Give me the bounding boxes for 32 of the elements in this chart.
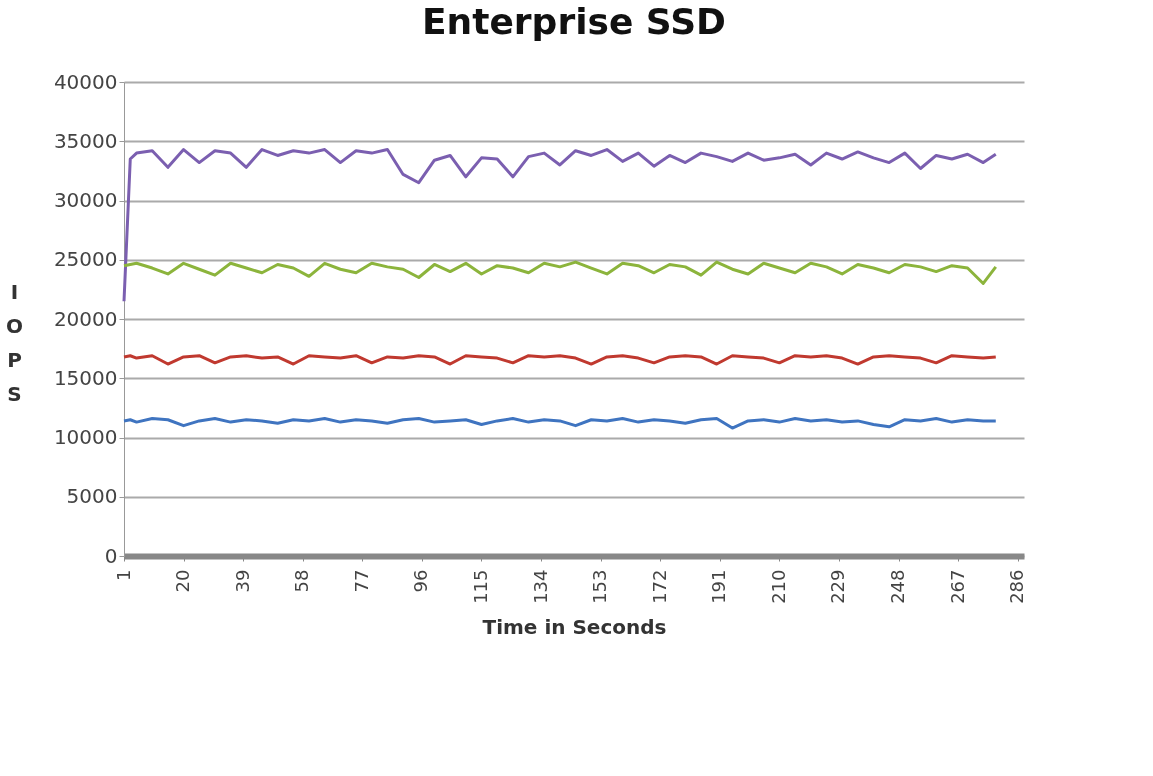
y-axis-title: IOPS [5,279,24,406]
x-axis-title: Time in Seconds [482,614,667,639]
x-tick-label: 267 [946,569,968,604]
chart-title: Enterprise SSD [422,1,726,42]
y-tick-label: 15000 [53,365,118,390]
x-tick-label: 248 [887,569,909,604]
line-series [122,417,998,430]
x-tick-label: 191 [708,569,730,604]
y-tick-label: 20000 [53,306,118,331]
y-tick-label: 35000 [53,128,118,153]
x-tick-label: 115 [469,569,491,604]
x-tick-label: 286 [1006,569,1028,604]
x-tick-label: 210 [767,569,789,604]
line-series [122,260,998,285]
x-tick-label: 172 [648,569,670,604]
y-tick-label: 40000 [53,69,118,94]
x-tick-label: 39 [231,569,253,593]
y-tick-label: 10000 [53,425,118,449]
y-tick-label: 5000 [66,484,118,509]
y-tick-label: 0 [104,543,118,568]
y-tick-label: 25000 [53,247,118,272]
x-tick-label: 1 [112,569,134,581]
x-tick-label: 229 [827,569,849,604]
x-tick-label: 153 [589,569,611,604]
line-series [122,148,998,303]
line-series [122,354,998,366]
x-tick-label: 134 [529,569,551,604]
x-tick-label: 96 [410,569,432,593]
x-tick-label: 77 [350,569,372,593]
x-tick-label: 58 [291,569,313,593]
x-tick-label: 20 [172,569,194,593]
y-tick-label: 30000 [53,188,118,212]
